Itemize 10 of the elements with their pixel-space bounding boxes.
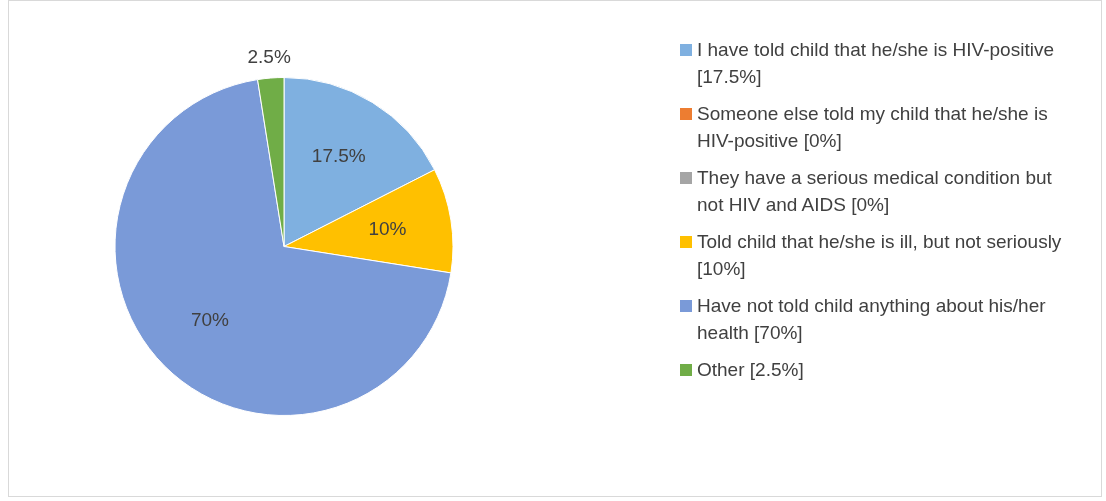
legend-label: I have told child that he/she is HIV-positive [17.5%] [697, 38, 1055, 89]
data-label: 2.5% [247, 46, 291, 68]
legend-label: Other [2.5%] [697, 358, 804, 382]
legend-label: Told child that he/she is ill, but not seriously [10%] [697, 230, 1063, 281]
legend-label: Someone else told my child that he/she is HIV-positive [0%] [697, 102, 1049, 153]
data-label: 17.5% [311, 145, 366, 167]
legend-label: They have a serious medical condition but not HIV and AIDS [0%] [697, 166, 1053, 217]
legend-label: Have not told child anything about his/her health [70%] [697, 294, 1047, 345]
data-label: 70% [190, 308, 230, 330]
data-label: 10% [368, 218, 407, 240]
